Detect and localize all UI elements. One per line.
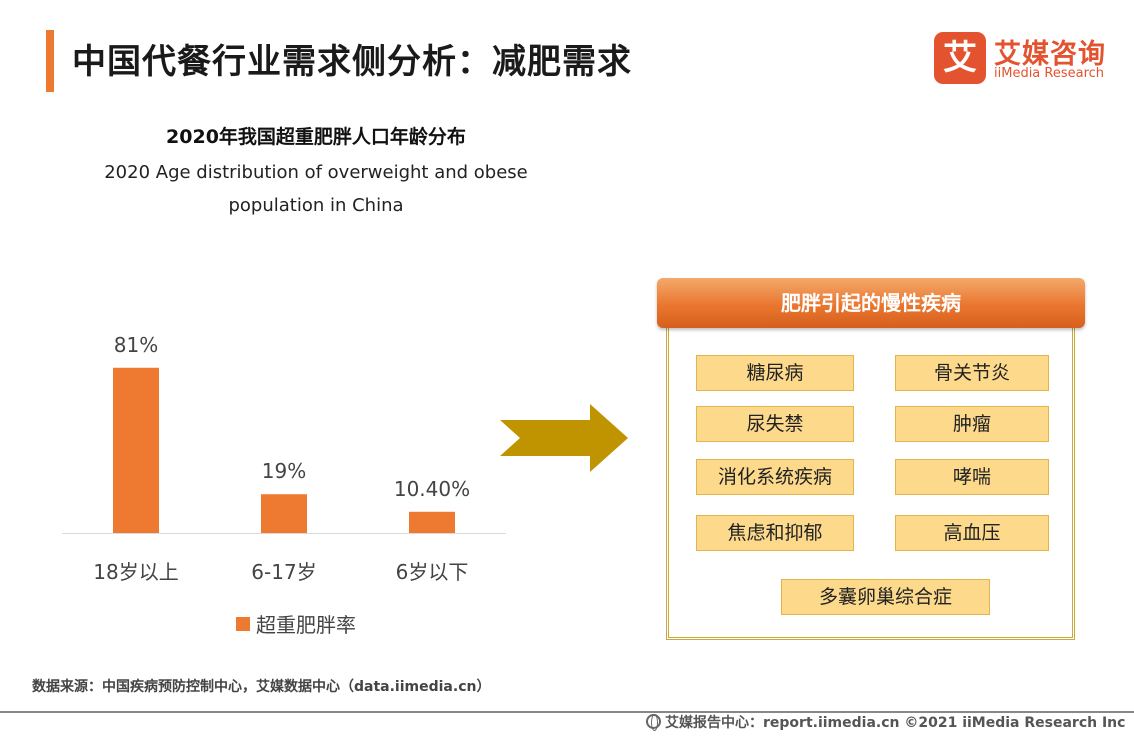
footer: 艾媒报告中心：report.iimedia.cn ©2021 iiMedia R…: [646, 713, 1125, 733]
title-accent-bar: [46, 30, 54, 92]
bar: [261, 494, 307, 533]
logo-name-en: iiMedia Research: [994, 66, 1105, 81]
disease-item: 消化系统疾病: [696, 459, 854, 495]
footer-divider: [0, 711, 1134, 713]
iimedia-logo: 艾 艾媒咨询 iiMedia Research: [934, 32, 1114, 86]
disease-item: 焦虑和抑郁: [696, 515, 854, 551]
legend-label: 超重肥胖率: [256, 613, 356, 637]
logo-name-cn: 艾媒咨询: [994, 39, 1106, 70]
bar: [113, 367, 159, 533]
right-arrow-icon: [500, 404, 628, 472]
disease-item: 肿瘤: [895, 406, 1049, 442]
disease-item: 骨关节炎: [895, 355, 1049, 391]
source-note: 数据来源：中国疾病预防控制中心，艾媒数据中心（data.iimedia.cn）: [32, 679, 491, 695]
bar-chart: 81% 18岁以上 19% 6-17岁 10.40% 6岁以下: [62, 333, 506, 584]
page-title: 中国代餐行业需求侧分析：减肥需求: [72, 42, 632, 82]
bar: [409, 511, 455, 533]
chart-subtitle-line1: 2020 Age distribution of overweight and …: [104, 162, 528, 183]
legend-swatch: [236, 616, 250, 631]
disease-item: 高血压: [895, 515, 1049, 551]
disease-item: 尿失禁: [696, 406, 854, 442]
globe-icon: [646, 714, 661, 731]
chart-title: 2020年我国超重肥胖人口年龄分布: [166, 126, 466, 148]
data-label: 19%: [262, 459, 306, 483]
chart-subtitle: 2020 Age distribution of overweight and …: [90, 156, 542, 222]
x-tick-label: 6岁以下: [396, 560, 469, 584]
disease-panel-header: 肥胖引起的慢性疾病: [657, 278, 1085, 328]
x-tick-label: 6-17岁: [251, 560, 316, 584]
disease-item: 哮喘: [895, 459, 1049, 495]
x-tick-label: 18岁以上: [93, 560, 178, 584]
data-label: 81%: [114, 333, 158, 357]
disease-item: 糖尿病: [696, 355, 854, 391]
logo-mark-icon: 艾: [934, 32, 986, 84]
disease-item: 多囊卵巢综合症: [781, 579, 990, 615]
data-label: 10.40%: [394, 477, 470, 501]
chart-subtitle-line2: population in China: [228, 195, 404, 216]
chart-legend: 超重肥胖率: [236, 609, 356, 637]
footer-text: 艾媒报告中心：report.iimedia.cn ©2021 iiMedia R…: [665, 715, 1126, 731]
